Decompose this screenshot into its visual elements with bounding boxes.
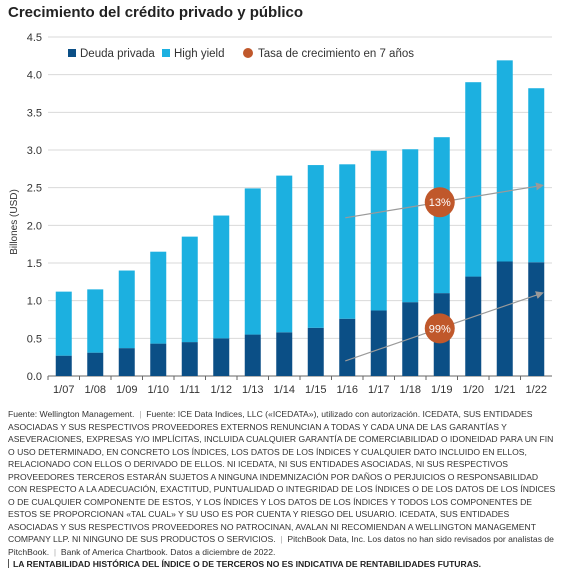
y-axis: 0.0 0.5 1.0 1.5 2.0 2.5 3.0 3.5 4.0 4.5 bbox=[27, 32, 42, 383]
growth-rate-label: 99% bbox=[429, 323, 451, 335]
bar-deuda-privada bbox=[87, 352, 104, 376]
bar-high-yield bbox=[87, 289, 104, 353]
separator: | bbox=[277, 534, 285, 544]
y-tick-label: 1.5 bbox=[27, 258, 42, 270]
x-tick-label: 1/14 bbox=[274, 384, 295, 396]
bar-high-yield bbox=[55, 291, 72, 356]
chart-title: Crecimiento del crédito privado y públic… bbox=[8, 4, 304, 21]
bar-deuda-privada bbox=[370, 310, 387, 376]
x-tick-label: 1/13 bbox=[242, 384, 263, 396]
y-tick-label: 2.0 bbox=[27, 220, 42, 232]
y-tick-label: 2.5 bbox=[27, 183, 42, 195]
legend-swatch-high-yield bbox=[162, 49, 170, 57]
y-tick-label: 0.0 bbox=[27, 371, 42, 383]
source-pitchbook: PitchBook Data, Inc. Los datos no han si… bbox=[8, 534, 554, 557]
x-axis: 1/07 1/08 1/09 1/10 1/11 1/12 1/13 1/14 1/15 1/16… bbox=[47, 376, 547, 396]
y-tick-label: 4.0 bbox=[27, 70, 42, 82]
source-boa: Bank of America Chartbook. Datos a dicie… bbox=[60, 546, 276, 557]
bar-deuda-privada bbox=[528, 262, 545, 376]
bar-deuda-privada bbox=[496, 261, 513, 376]
growth-rate-badge bbox=[424, 187, 455, 218]
bar-high-yield bbox=[307, 165, 324, 328]
legend-label-growth: Tasa de crecimiento en 7 años bbox=[258, 48, 414, 60]
x-tick-label: 1/17 bbox=[368, 384, 389, 396]
x-tick-label: 1/20 bbox=[463, 384, 484, 396]
y-tick-label: 1.0 bbox=[27, 296, 42, 308]
growth-arrows: 13% 99% bbox=[345, 182, 544, 362]
x-tick-label: 1/11 bbox=[179, 384, 200, 396]
x-tick-label: 1/10 bbox=[148, 384, 169, 396]
x-tick-label: 1/12 bbox=[211, 384, 232, 396]
bar-deuda-privada bbox=[213, 338, 230, 376]
x-tick-label: 1/19 bbox=[431, 384, 452, 396]
x-tick-label: 1/16 bbox=[337, 384, 358, 396]
x-tick-label: 1/22 bbox=[526, 384, 547, 396]
bar-high-yield bbox=[150, 251, 167, 344]
separator: | bbox=[51, 546, 59, 557]
bar-high-yield bbox=[244, 188, 261, 335]
source-notes: Fuente: Wellington Management. | Fuente:… bbox=[8, 408, 556, 571]
bar-deuda-privada bbox=[150, 343, 167, 376]
bar-high-yield bbox=[465, 82, 482, 277]
source-icedata: Fuente: ICE Data Indices, LLC («ICEDATA»… bbox=[8, 409, 556, 544]
y-tick-label: 3.5 bbox=[27, 107, 42, 119]
growth-rate-label: 13% bbox=[429, 197, 451, 209]
bar-high-yield bbox=[528, 88, 545, 263]
bar-high-yield bbox=[276, 175, 293, 333]
bar-high-yield bbox=[181, 236, 198, 343]
growth-rate-badge bbox=[424, 313, 455, 344]
disclaimer-bar bbox=[8, 559, 9, 568]
source-wellington: Fuente: Wellington Management. bbox=[8, 409, 135, 419]
legend-label-high-yield: High yield bbox=[174, 48, 225, 60]
bar-high-yield bbox=[496, 60, 513, 262]
legend: Deuda privada High yield Tasa de crecimi… bbox=[68, 48, 414, 60]
bar-deuda-privada bbox=[244, 334, 261, 376]
bar-deuda-privada bbox=[307, 327, 324, 376]
legend-swatch-deuda-privada bbox=[68, 49, 76, 57]
bar-high-yield bbox=[402, 149, 419, 303]
bar-high-yield bbox=[118, 270, 135, 349]
legend-swatch-growth bbox=[243, 48, 253, 58]
x-tick-label: 1/09 bbox=[116, 384, 137, 396]
y-axis-label: Billones (USD) bbox=[9, 189, 20, 255]
disclaimer: LA RENTABILIDAD HISTÓRICA DEL ÍNDICE O D… bbox=[13, 559, 482, 569]
x-tick-label: 1/07 bbox=[53, 384, 74, 396]
y-tick-label: 4.5 bbox=[27, 32, 42, 44]
bar-deuda-privada bbox=[181, 342, 198, 376]
bar-high-yield bbox=[213, 215, 230, 339]
x-tick-label: 1/18 bbox=[400, 384, 421, 396]
bar-deuda-privada bbox=[118, 348, 135, 376]
y-tick-label: 3.0 bbox=[27, 145, 42, 157]
bar-high-yield bbox=[370, 150, 387, 311]
bar-deuda-privada bbox=[339, 318, 356, 376]
legend-label-deuda-privada: Deuda privada bbox=[80, 48, 155, 60]
bar-deuda-privada bbox=[276, 332, 293, 376]
x-tick-label: 1/21 bbox=[494, 384, 515, 396]
bar-high-yield bbox=[339, 164, 356, 319]
stacked-bar-chart: 0.0 0.5 1.0 1.5 2.0 2.5 3.0 3.5 4.0 4.5 Billones … bbox=[9, 32, 552, 396]
bar-deuda-privada bbox=[465, 276, 482, 376]
y-tick-label: 0.5 bbox=[27, 333, 42, 345]
x-tick-label: 1/08 bbox=[85, 384, 106, 396]
x-tick-label: 1/15 bbox=[305, 384, 326, 396]
bar-deuda-privada bbox=[55, 355, 72, 376]
bars bbox=[55, 60, 545, 376]
separator: | bbox=[136, 409, 144, 419]
